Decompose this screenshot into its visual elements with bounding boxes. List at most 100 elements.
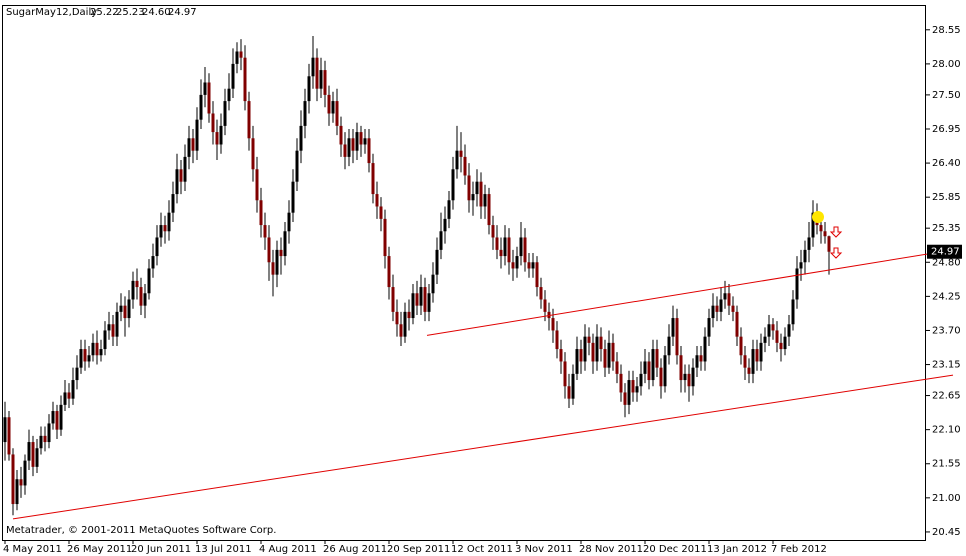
candle-body <box>603 349 607 368</box>
candle-body <box>691 367 695 387</box>
candle-body <box>419 287 423 306</box>
y-tick-label: 22.65 <box>932 391 961 402</box>
x-tick-label: 3 Nov 2011 <box>515 544 573 555</box>
candle-body <box>811 212 815 238</box>
trendline <box>12 374 954 520</box>
candle-body <box>99 349 103 356</box>
candle-body <box>175 169 179 195</box>
candle-body <box>303 101 307 126</box>
candle-body <box>239 51 243 58</box>
y-tick-label: 28.55 <box>932 25 961 36</box>
candle-body <box>67 392 71 399</box>
candle-body <box>447 200 451 219</box>
candle-body <box>31 442 35 467</box>
candle-body <box>339 125 343 145</box>
x-tick-label: 20 Jun 2011 <box>131 544 191 555</box>
candle-body <box>75 367 79 381</box>
y-tick-label: 22.10 <box>932 425 961 436</box>
candle-body <box>359 132 363 145</box>
candle-body <box>59 404 63 430</box>
plot-layer: 28.55 28.00 27.50 26.95 26.40 25.85 25.35 24.80… <box>3 25 962 555</box>
candle-body <box>711 305 715 319</box>
last-price-label: 24.97 <box>931 247 960 258</box>
candle-body <box>519 237 523 257</box>
candle-body <box>211 113 215 133</box>
x-tick-label: 13 Jan 2012 <box>707 544 767 555</box>
candle-body <box>795 268 799 300</box>
candle-body <box>399 324 403 337</box>
candle-body <box>659 367 663 387</box>
candle-body <box>807 237 811 250</box>
candle-body <box>471 194 475 201</box>
candle-body <box>287 212 291 232</box>
candle-body <box>63 392 67 405</box>
candle-body <box>143 293 147 306</box>
candle-body <box>759 342 763 362</box>
candle-body <box>599 336 603 350</box>
x-tick-label: 28 Nov 2011 <box>579 544 643 555</box>
candle-body <box>151 256 155 269</box>
candle-body <box>587 336 591 343</box>
x-tick-label: 20 Dec 2011 <box>643 544 707 555</box>
candle-body <box>611 342 615 362</box>
plot-frame <box>2 5 926 541</box>
candle-body <box>111 324 115 337</box>
candle-body <box>71 380 75 399</box>
trendline <box>426 249 954 336</box>
candle-body <box>591 342 595 362</box>
candle-body <box>83 349 87 362</box>
candle-body <box>651 349 655 381</box>
y-tick-label: 26.95 <box>932 124 961 135</box>
candle-body <box>367 138 371 164</box>
candle-body <box>483 194 487 207</box>
candle-body <box>595 336 599 362</box>
candle-body <box>351 138 355 151</box>
candle-body <box>323 70 327 95</box>
candle-body <box>787 324 791 337</box>
candle-body <box>475 181 479 195</box>
candle-body <box>515 256 519 269</box>
y-tick-label: 20.45 <box>932 527 961 538</box>
candle-body <box>799 262 803 269</box>
candle-body <box>47 423 51 443</box>
candle-body <box>311 57 315 77</box>
x-tick-label: 20 Sep 2011 <box>387 544 450 555</box>
candle-body <box>247 101 251 139</box>
candle-body <box>415 293 419 306</box>
candle-body <box>731 305 735 312</box>
candle-body <box>751 349 755 374</box>
candle-body <box>463 156 467 176</box>
candle-body <box>579 349 583 362</box>
candle-body <box>727 293 731 306</box>
candle-body <box>275 249 279 275</box>
candle-body <box>775 330 779 343</box>
candle-body <box>439 231 443 250</box>
candle-body <box>451 169 455 201</box>
candle-body <box>535 262 539 288</box>
candle-body <box>135 280 139 288</box>
candle-body <box>511 262 515 269</box>
candle-body <box>391 287 395 312</box>
candle-body <box>343 144 347 157</box>
candle-body <box>115 311 119 337</box>
candle-body <box>455 150 459 170</box>
y-tick-label: 25.85 <box>932 192 961 203</box>
candle-body <box>507 237 511 263</box>
candle-body <box>139 287 143 306</box>
candle-body <box>671 318 675 337</box>
candle-body <box>87 355 91 362</box>
candle-body <box>687 373 691 387</box>
candle-body <box>251 138 255 170</box>
y-tick-label: 28.00 <box>932 59 961 70</box>
candle-body <box>379 206 383 219</box>
candle-body <box>95 342 99 356</box>
candle-body <box>403 311 407 337</box>
candle-body <box>163 225 167 232</box>
copyright: Metatrader, © 2001-2011 MetaQuotes Softw… <box>6 525 276 536</box>
candle-body <box>739 336 743 356</box>
candle-body <box>131 280 135 300</box>
candle-body <box>819 225 823 232</box>
candle-body <box>79 349 83 368</box>
candle-body <box>11 454 15 505</box>
